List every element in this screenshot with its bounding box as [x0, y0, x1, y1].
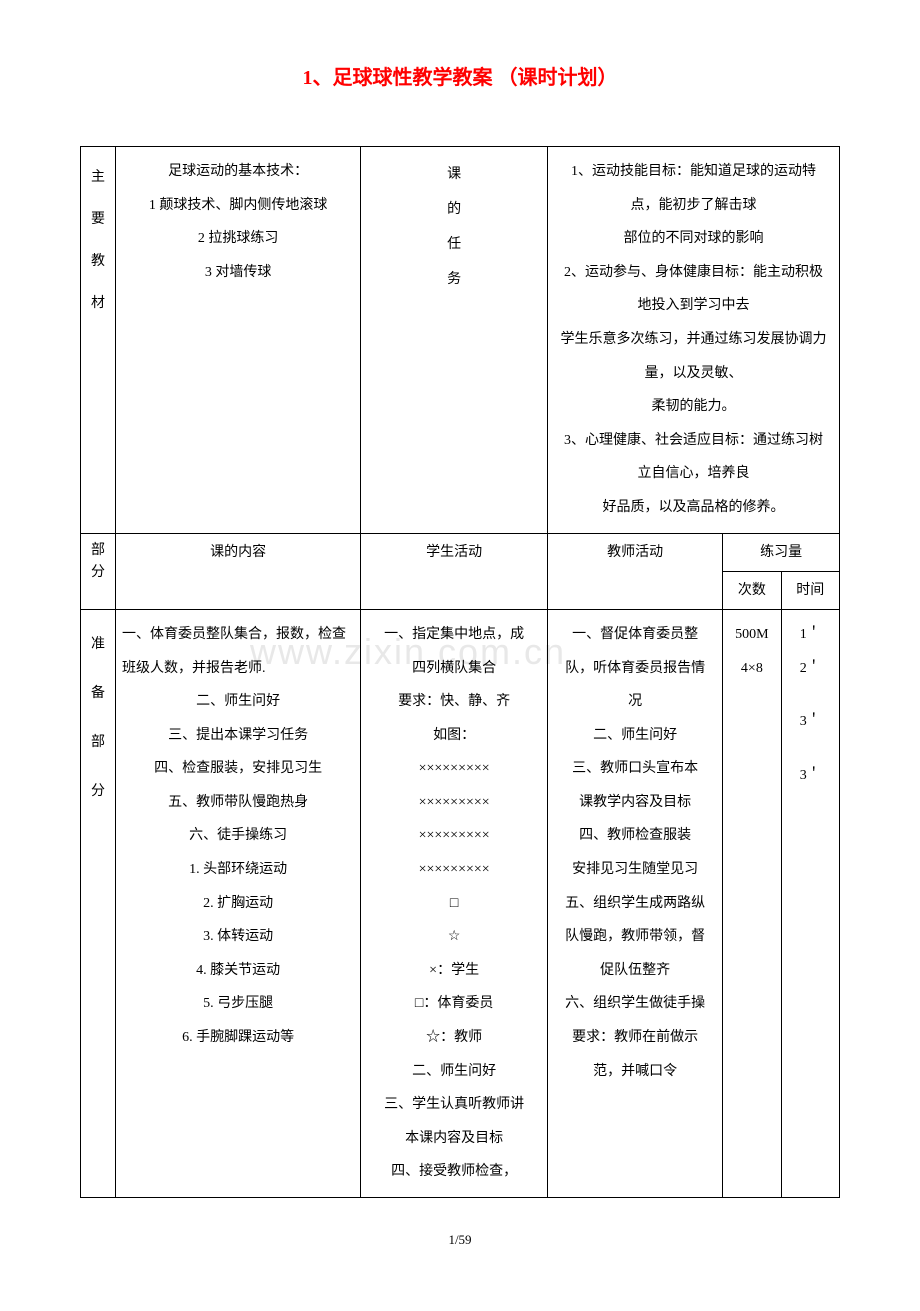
task-line: 柔韧的能力。: [558, 390, 829, 424]
content-line: 3. 体转运动: [122, 920, 354, 954]
teacher-line: 范，并喊口令: [554, 1055, 716, 1089]
task-char: 任: [365, 227, 543, 262]
content-line: 2. 扩胸运动: [122, 887, 354, 921]
count-line: 4×8: [729, 652, 774, 686]
page-title: 1、足球球性教学教案 （课时计划）: [80, 60, 840, 96]
teacher-line: 三、教师口头宣布本: [554, 752, 716, 786]
teacher-line: 课教学内容及目标: [554, 786, 716, 820]
teacher-line: 队，听体育委员报告情: [554, 652, 716, 686]
teacher-cell: 一、督促体育委员整 队，听体育委员报告情 况 二、师生问好 三、教师口头宣布本 …: [548, 609, 723, 1197]
time-line: 1＇: [788, 618, 833, 652]
col-practice: 练习量: [723, 533, 840, 571]
content-line: 1. 头部环绕运动: [122, 853, 354, 887]
page-number: 1/59: [80, 1228, 840, 1251]
task-line: 学生乐意多次练习，并通过练习发展协调力量，以及灵敏、: [558, 323, 829, 390]
content-line: 4. 膝关节运动: [122, 954, 354, 988]
student-line: 四列横队集合: [367, 652, 541, 686]
student-line: ☆：教师: [367, 1021, 541, 1055]
content-line: 三、提出本课学习任务: [122, 719, 354, 753]
time-line: 2＇: [788, 652, 833, 686]
count-cell: 500M 4×8: [723, 609, 781, 1197]
col-section: 部分: [81, 533, 116, 609]
student-line: ☆: [367, 920, 541, 954]
content-line: 二、师生问好: [122, 685, 354, 719]
column-header-row: 部分 课的内容 学生活动 教师活动 练习量: [81, 533, 840, 571]
time-line: 3＇: [788, 759, 833, 793]
material-line: 3 对墙传球: [122, 256, 354, 290]
student-line: ×××××××××: [367, 786, 541, 820]
teacher-line: 四、教师检查服装: [554, 819, 716, 853]
teacher-line: 安排见习生随堂见习: [554, 853, 716, 887]
student-line: 二、师生问好: [367, 1055, 541, 1089]
content-line: 六、徒手操练习: [122, 819, 354, 853]
teacher-line: 一、督促体育委员整: [554, 618, 716, 652]
lesson-plan-table: 主要教材 足球运动的基本技术： 1 颠球技术、脚内侧传地滚球 2 拉挑球练习 3…: [80, 146, 840, 1198]
student-line: ×××××××××: [367, 752, 541, 786]
content-line: 6. 手腕脚踝运动等: [122, 1021, 354, 1055]
teacher-line: 队慢跑，教师带领，督: [554, 920, 716, 954]
student-line: 四、接受教师检查，: [367, 1155, 541, 1189]
teacher-line: 况: [554, 685, 716, 719]
teacher-line: 促队伍整齐: [554, 954, 716, 988]
col-count: 次数: [723, 571, 781, 609]
content-cell: 一、体育委员整队集合，报数，检查班级人数，并报告老师. 二、师生问好 三、提出本…: [116, 609, 361, 1197]
teacher-line: 五、组织学生成两路纵: [554, 887, 716, 921]
content-line: 四、检查服装，安排见习生: [122, 752, 354, 786]
prep-label-text: 准备部分: [91, 620, 105, 816]
col-time: 时间: [781, 571, 839, 609]
student-line: 一、指定集中地点，成: [367, 618, 541, 652]
task-char: 的: [365, 192, 543, 227]
student-line: 如图：: [367, 719, 541, 753]
time-cell: 1＇ 2＇ 3＇ 3＇: [781, 609, 839, 1197]
task-content: 1、运动技能目标：能知道足球的运动特点，能初步了解击球 部位的不同对球的影响 2…: [548, 147, 840, 534]
student-line: □：体育委员: [367, 987, 541, 1021]
content-line: 五、教师带队慢跑热身: [122, 786, 354, 820]
time-line: 3＇: [788, 705, 833, 739]
col-content: 课的内容: [116, 533, 361, 609]
student-line: 三、学生认真听教师讲: [367, 1088, 541, 1122]
main-material-text: 主要教材: [91, 157, 105, 325]
teacher-line: 二、师生问好: [554, 719, 716, 753]
student-line: ×××××××××: [367, 819, 541, 853]
task-char: 务: [365, 262, 543, 297]
student-line: ×：学生: [367, 954, 541, 988]
student-line: □: [367, 887, 541, 921]
teacher-line: 六、组织学生做徒手操: [554, 987, 716, 1021]
prep-section-row: 准备部分 一、体育委员整队集合，报数，检查班级人数，并报告老师. 二、师生问好 …: [81, 609, 840, 1197]
material-content: 足球运动的基本技术： 1 颠球技术、脚内侧传地滚球 2 拉挑球练习 3 对墙传球: [116, 147, 361, 534]
col-teacher: 教师活动: [548, 533, 723, 609]
teacher-line: 要求：教师在前做示: [554, 1021, 716, 1055]
student-line: ×××××××××: [367, 853, 541, 887]
task-line: 3、心理健康、社会适应目标：通过练习树立自信心，培养良: [558, 424, 829, 491]
content-line: 5. 弓步压腿: [122, 987, 354, 1021]
main-material-label: 主要教材: [81, 147, 116, 534]
student-cell: 一、指定集中地点，成 四列横队集合 要求：快、静、齐 如图： ×××××××××…: [361, 609, 548, 1197]
prep-label: 准备部分: [81, 609, 116, 1197]
material-line: 1 颠球技术、脚内侧传地滚球: [122, 189, 354, 223]
task-line: 1、运动技能目标：能知道足球的运动特点，能初步了解击球: [558, 155, 829, 222]
col-label: 部分: [91, 540, 105, 585]
count-line: 500M: [729, 618, 774, 652]
content-line: 一、体育委员整队集合，报数，检查班级人数，并报告老师.: [122, 618, 354, 685]
col-student: 学生活动: [361, 533, 548, 609]
task-char: 课: [365, 157, 543, 192]
material-line: 足球运动的基本技术：: [122, 155, 354, 189]
student-line: 要求：快、静、齐: [367, 685, 541, 719]
task-line: 好品质，以及高品格的修养。: [558, 491, 829, 525]
task-label: 课 的 任 务: [361, 147, 548, 534]
student-line: 本课内容及目标: [367, 1122, 541, 1156]
task-line: 2、运动参与、身体健康目标：能主动积极地投入到学习中去: [558, 256, 829, 323]
task-line: 部位的不同对球的影响: [558, 222, 829, 256]
material-line: 2 拉挑球练习: [122, 222, 354, 256]
